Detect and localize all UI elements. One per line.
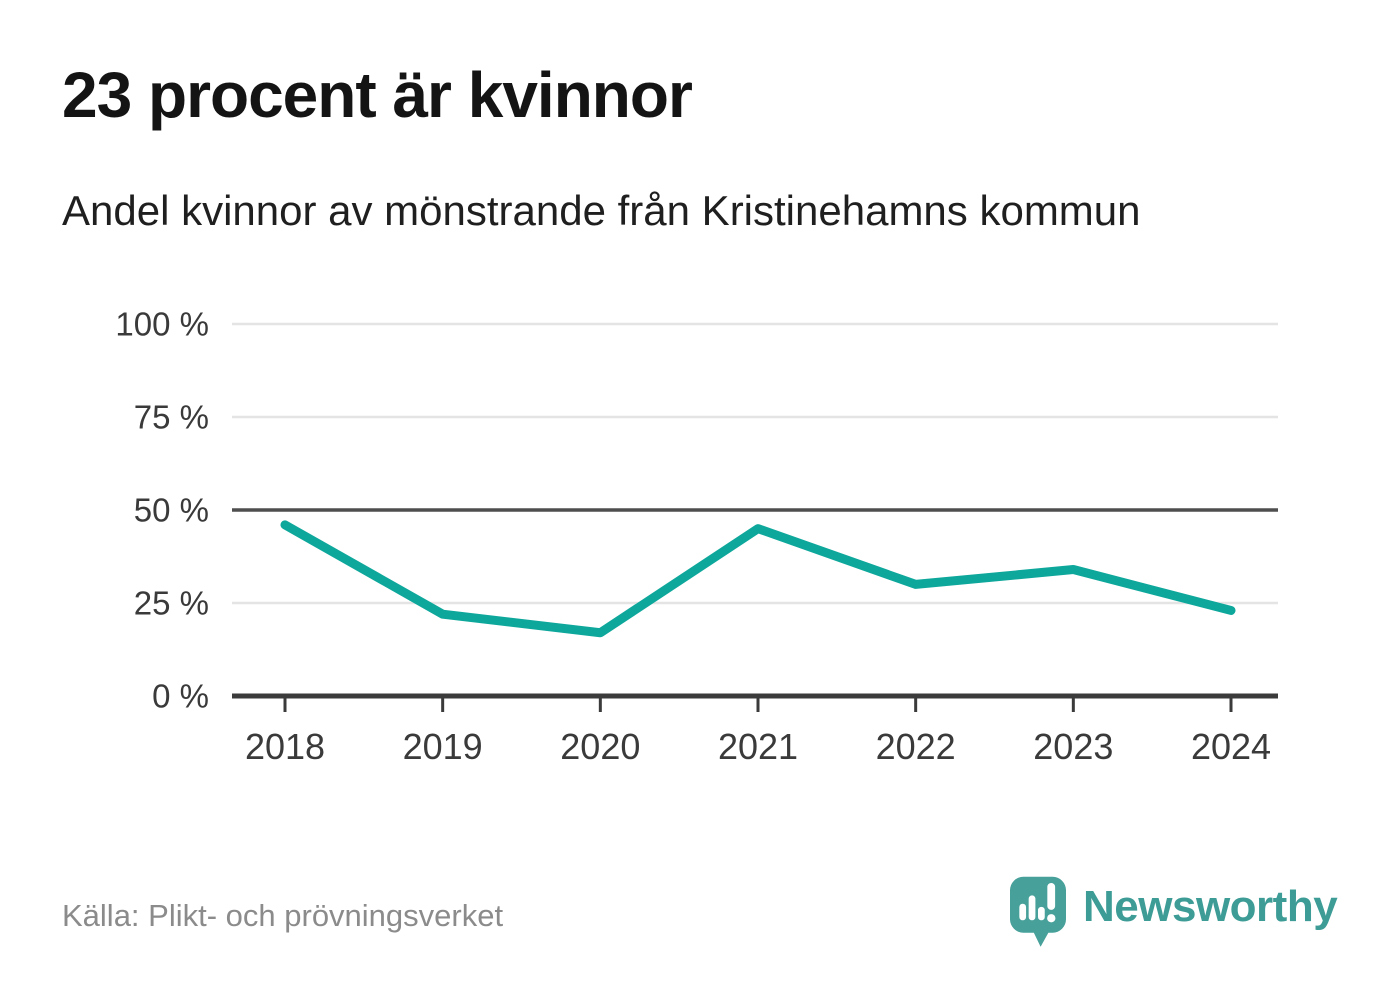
page-title: 23 procent är kvinnor	[62, 59, 693, 131]
newsworthy-logo: Newsworthy	[1010, 876, 1338, 948]
x-axis-tick-label: 2024	[1191, 726, 1271, 767]
exclamation-icon-bar	[1047, 882, 1056, 910]
y-axis-tick-label: 0 %	[152, 678, 209, 715]
y-axis-tick-label: 75 %	[134, 399, 209, 436]
x-axis-tick-label: 2023	[1033, 726, 1113, 767]
data-series-line	[280, 520, 1236, 638]
y-axis-tick-label: 25 %	[134, 585, 209, 622]
bar-chart-icon-bar2	[1028, 895, 1036, 921]
x-axis-tick-label: 2021	[718, 726, 798, 767]
chart-subtitle: Andel kvinnor av mönstrande från Kristin…	[62, 187, 1141, 234]
exclamation-icon-dot	[1047, 914, 1056, 923]
bar-chart-icon-bar3	[1038, 906, 1045, 921]
x-axis-tick-label: 2020	[560, 726, 640, 767]
bar-chart-icon-bar1	[1019, 903, 1027, 921]
x-axis-tick-label: 2018	[245, 726, 325, 767]
y-axis-tick-label: 50 %	[134, 492, 209, 529]
newsworthy-logo-icon	[1010, 876, 1066, 947]
source-caption: Källa: Plikt- och prövningsverket	[62, 898, 504, 933]
x-axis-tick-label: 2022	[876, 726, 956, 767]
y-axis-tick-label: 100 %	[115, 306, 209, 343]
x-axis-tick-label: 2019	[403, 726, 483, 767]
newsworthy-logo-text: Newsworthy	[1083, 882, 1338, 931]
